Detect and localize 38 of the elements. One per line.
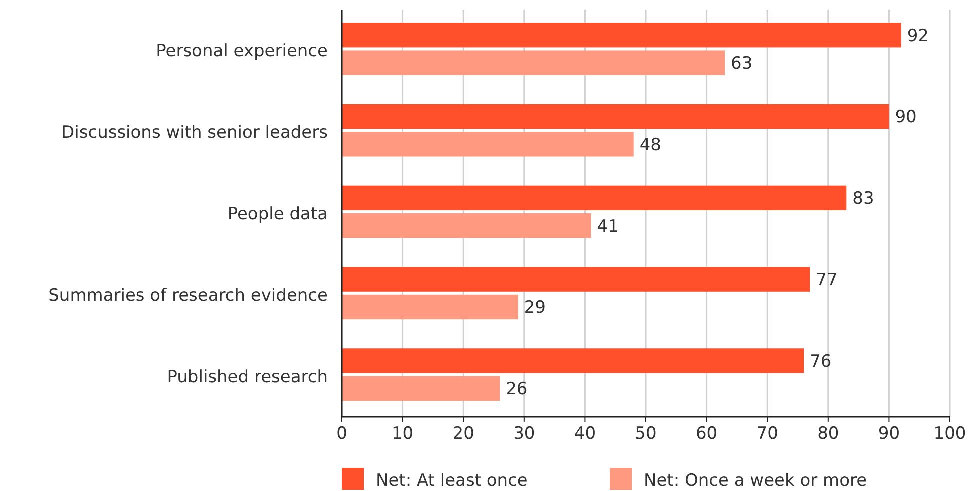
x-tick-label: 60 (696, 424, 718, 444)
bar (342, 132, 634, 157)
bar (342, 50, 726, 76)
x-tick-label: 10 (392, 424, 414, 444)
data-label: 92 (907, 26, 929, 46)
x-tick-label: 20 (452, 424, 474, 444)
data-label: 29 (524, 298, 546, 318)
x-tick-label: 100 (934, 424, 966, 444)
x-tick-label: 80 (818, 424, 840, 444)
bar (342, 104, 890, 130)
data-label: 63 (731, 54, 753, 74)
data-label: 41 (597, 216, 619, 237)
bar (342, 267, 810, 292)
x-tick-label: 70 (756, 424, 778, 444)
y-tick-label: People data (228, 204, 328, 224)
y-tick-label: Personal experience (156, 42, 328, 62)
x-tick-label: 50 (635, 424, 657, 444)
bar (342, 186, 847, 210)
data-label: 26 (506, 380, 528, 400)
data-label: 83 (852, 189, 874, 210)
y-tick-label: Published research (167, 367, 328, 388)
bar (342, 376, 500, 401)
bar (342, 23, 902, 48)
data-label: 90 (895, 108, 917, 128)
x-tick-label: 30 (514, 424, 536, 444)
legend-label: Net: At least once (376, 470, 528, 491)
y-tick-label: Summaries of research evidence (48, 286, 328, 306)
data-label: 77 (816, 270, 838, 291)
legend-label: Net: Once a week or more (644, 470, 868, 491)
bar (342, 214, 592, 238)
x-tick-label: 90 (878, 424, 900, 444)
bar (342, 348, 804, 374)
bar (342, 294, 518, 320)
x-tick-label: 40 (574, 424, 596, 444)
y-tick-label: Discussions with senior leaders (62, 123, 328, 144)
data-label: 48 (640, 135, 662, 156)
x-tick-label: 0 (336, 424, 348, 444)
data-label: 76 (810, 352, 832, 372)
